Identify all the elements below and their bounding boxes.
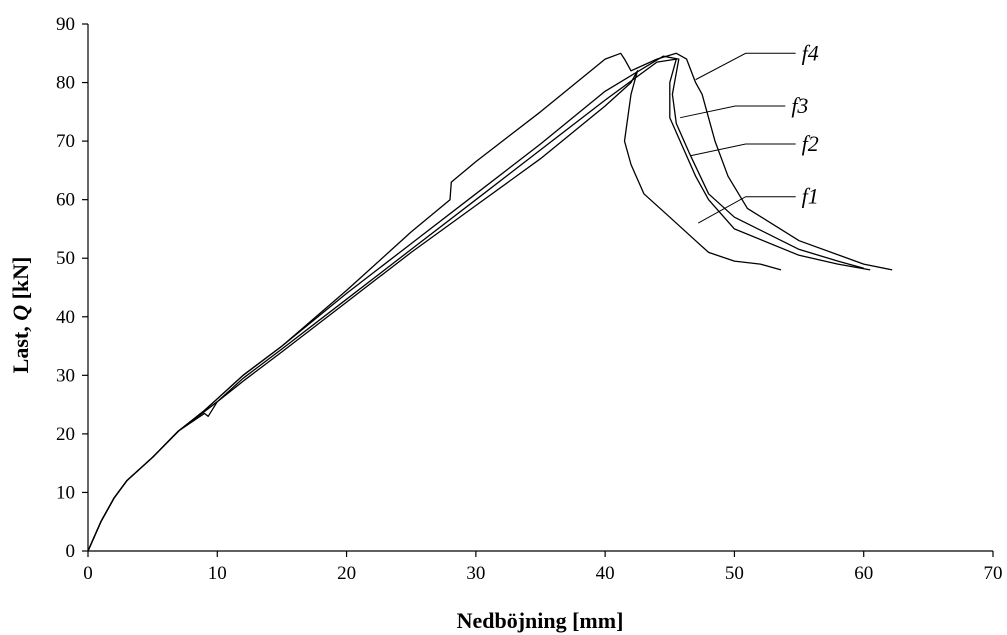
y-tick-label: 70: [56, 131, 75, 152]
x-tick-label: 30: [466, 563, 485, 584]
x-axis-title: Nedböjning [mm]: [457, 608, 624, 633]
series-line-f2: [87, 58, 871, 552]
x-tick-label: 20: [337, 563, 356, 584]
leader-line-f4: [695, 52, 796, 81]
axes: [87, 24, 993, 552]
x-tick-label: 0: [83, 563, 93, 584]
leader-line-f3: [680, 105, 786, 119]
y-axis-ticks: 0 10 20 30 40 50 60 70 80 90: [56, 14, 88, 562]
series-label-f1: f1: [802, 184, 819, 209]
x-tick-label: 60: [854, 563, 873, 584]
y-axis-title: Last, Q [kN]: [8, 257, 33, 374]
leader-line-f2: [690, 143, 796, 157]
y-tick-label: 60: [56, 190, 75, 211]
x-axis-ticks: 0 10 20 30 40 50 60 70: [83, 551, 1003, 584]
y-axis-title-symbol: Q: [8, 305, 33, 321]
series-line-f4: [87, 52, 893, 552]
x-tick-label: 10: [208, 563, 227, 584]
y-tick-label: 90: [56, 14, 75, 35]
x-tick-label: 70: [984, 563, 1003, 584]
y-axis-title-suffix: [kN]: [8, 257, 33, 305]
y-tick-label: 80: [56, 73, 75, 94]
series-label-f3: f3: [791, 93, 808, 118]
series-line-f1: [87, 70, 782, 552]
series-label-f4: f4: [802, 40, 819, 65]
y-tick-label: 10: [56, 482, 75, 503]
y-tick-label: 50: [56, 248, 75, 269]
series-line-f3: [87, 55, 864, 552]
series-label-f2: f2: [802, 131, 819, 156]
leader-line-f1: [697, 196, 796, 224]
x-tick-label: 50: [725, 563, 744, 584]
y-tick-label: 30: [56, 365, 75, 386]
y-tick-label: 0: [66, 541, 76, 562]
y-tick-label: 20: [56, 424, 75, 445]
y-tick-label: 40: [56, 307, 75, 328]
series-lines: [87, 52, 893, 552]
y-axis-title-prefix: Last,: [8, 321, 33, 374]
x-tick-label: 40: [596, 563, 615, 584]
series-annotations: f4 f3 f2 f1: [680, 40, 819, 224]
